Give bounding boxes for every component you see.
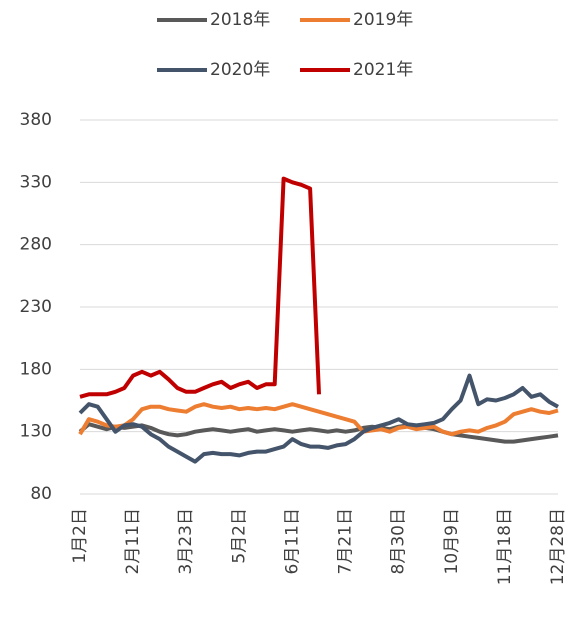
x-tick-label: 2月11日	[123, 508, 143, 574]
x-tick-label: 1月2日	[70, 508, 90, 564]
y-tick-label: 280	[20, 235, 52, 255]
x-tick-label: 5月2日	[229, 508, 249, 564]
series-line	[78, 422, 559, 444]
y-tick-label: 380	[20, 110, 52, 130]
series-line	[78, 402, 559, 437]
y-tick-label: 180	[20, 359, 52, 379]
y-tick-label: 330	[20, 172, 52, 192]
x-tick-label: 6月11日	[282, 508, 302, 574]
legend-label: 2021年	[353, 60, 413, 80]
x-tick-label: 8月30日	[389, 508, 409, 574]
legend-label: 2020年	[210, 60, 270, 80]
y-tick-label: 130	[20, 422, 52, 442]
legend-label: 2018年	[210, 10, 270, 30]
x-tick-label: 11月18日	[495, 508, 515, 585]
legend-label: 2019年	[353, 10, 413, 30]
x-tick-label: 3月23日	[176, 508, 196, 574]
x-tick-label: 10月9日	[442, 508, 462, 574]
series-line	[78, 373, 559, 464]
y-tick-label: 230	[20, 297, 52, 317]
x-tick-label: 12月28日	[548, 508, 568, 585]
x-tick-label: 7月21日	[336, 508, 356, 574]
series-line	[79, 176, 321, 399]
y-tick-label: 80	[30, 484, 52, 504]
